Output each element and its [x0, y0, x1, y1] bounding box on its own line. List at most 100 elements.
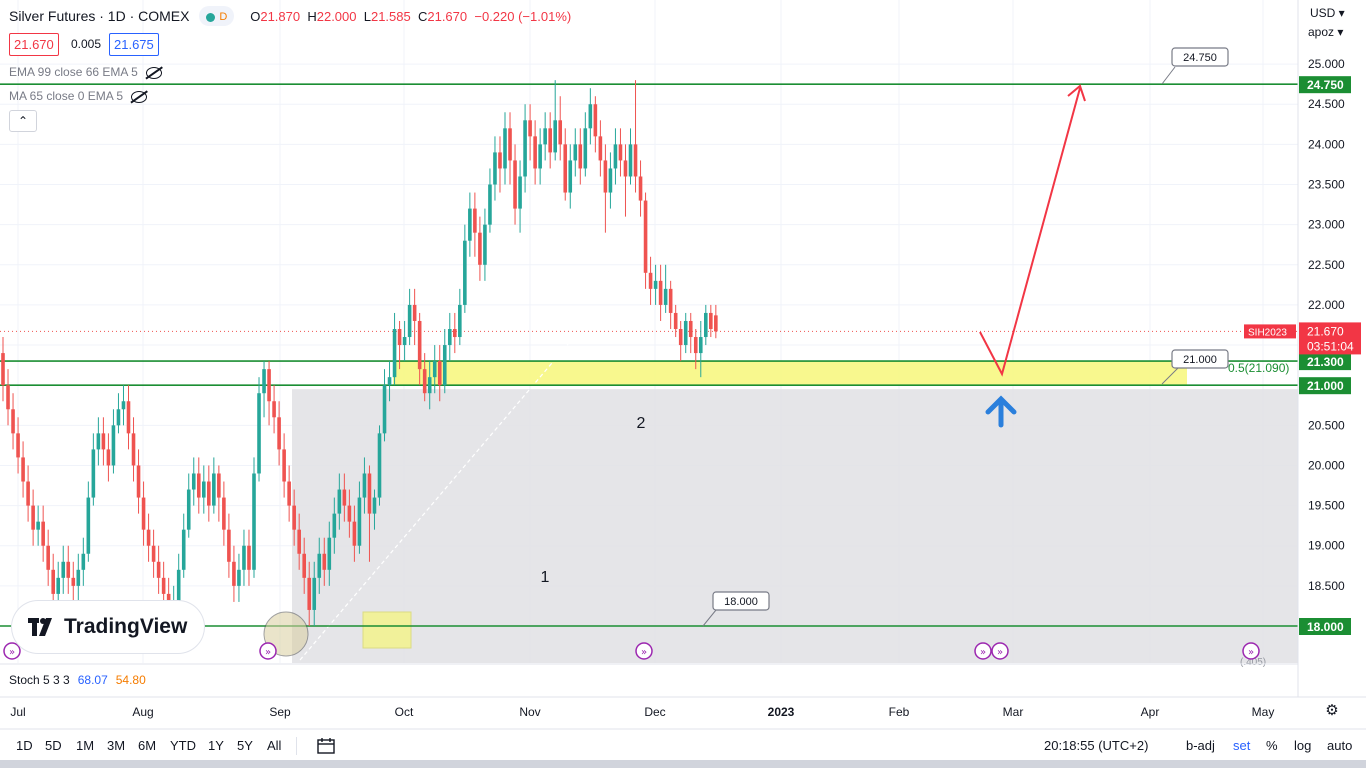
x-tick-label: Sep — [269, 705, 291, 719]
ma-indicator-legend[interactable]: MA 65 close 0 EMA 5 — [9, 89, 148, 103]
range-1m[interactable]: 1M — [76, 738, 95, 753]
candle-body — [573, 144, 578, 161]
candle-body — [151, 545, 156, 562]
y-tick-label: 19.000 — [1308, 539, 1345, 553]
range-5d[interactable]: 5D — [45, 738, 62, 753]
session-set-toggle[interactable]: set — [1233, 738, 1251, 753]
currency-selector[interactable]: USD ▾ — [1310, 6, 1345, 20]
candle-body — [623, 160, 628, 177]
unit-selector[interactable]: apoz ▾ — [1308, 25, 1344, 39]
candle-body — [327, 537, 332, 570]
clock-readout[interactable]: 20:18:55 (UTC+2) — [1044, 738, 1149, 753]
candle-body — [447, 329, 452, 346]
hidden-eye-icon[interactable] — [131, 90, 148, 103]
candle-body — [131, 433, 136, 466]
candle-body — [488, 184, 492, 225]
candle-body — [181, 529, 186, 570]
range-5y[interactable]: 5Y — [237, 738, 253, 753]
percent-scale-toggle[interactable]: % — [1266, 738, 1278, 753]
candle-body — [191, 473, 196, 490]
x-tick-label: Mar — [1003, 705, 1024, 719]
candle-body — [548, 128, 552, 153]
candle-body — [683, 320, 688, 346]
candle-body — [56, 577, 61, 594]
candle-body — [267, 369, 271, 402]
candle-body — [272, 401, 276, 418]
market-status-pill[interactable]: D — [199, 6, 235, 26]
candle-body — [518, 176, 522, 209]
callout-leader — [1161, 66, 1176, 85]
x-tick-label: Dec — [644, 705, 665, 719]
candle-body — [257, 393, 261, 474]
y-tick-label: 20.000 — [1308, 458, 1345, 472]
symbol-title[interactable]: Silver Futures · 1D · COMEX — [9, 8, 190, 24]
log-scale-toggle[interactable]: log — [1294, 738, 1312, 753]
level-price-tag — [1299, 618, 1351, 635]
candle-body — [397, 329, 402, 346]
candle-body — [412, 304, 417, 321]
candle-body — [252, 473, 256, 570]
candle-body — [468, 208, 472, 241]
spread-value: 0.005 — [71, 37, 102, 51]
chevron-up-icon: ⌃ — [17, 114, 29, 128]
candle-body — [247, 545, 251, 570]
candle-body — [136, 465, 141, 498]
candle-body — [453, 329, 457, 338]
event-icon — [1242, 642, 1260, 660]
level-price-tag-text: 21.300 — [1307, 355, 1344, 369]
candle-body — [593, 104, 598, 137]
candle-body — [242, 545, 246, 570]
current-price-text: 21.670 — [1307, 324, 1344, 338]
callout-24750-text: 24.750 — [1183, 52, 1217, 64]
candle-body — [458, 304, 462, 338]
x-tick-label: Jul — [10, 705, 25, 719]
ask-price[interactable]: 21.675 — [109, 33, 159, 56]
candle-body — [543, 128, 547, 145]
candle-body — [126, 401, 131, 434]
ema-indicator-legend[interactable]: EMA 99 close 66 EMA 5 — [9, 65, 162, 79]
candle-body — [533, 136, 537, 169]
y-tick-label: 25.000 — [1308, 57, 1345, 71]
candle-body — [1, 353, 5, 386]
stoch-legend[interactable]: Stoch 5 3 3 68.07 54.80 — [9, 673, 146, 687]
candle-body — [36, 521, 40, 530]
candle-body — [277, 417, 281, 450]
candle-body — [186, 489, 191, 530]
stoch-label: Stoch 5 3 3 — [9, 673, 70, 687]
candle-body — [76, 569, 81, 586]
callout-24750 — [1171, 47, 1229, 67]
candle-body — [71, 577, 76, 586]
event-icon — [635, 642, 653, 660]
candle-body — [91, 449, 96, 498]
y-tick-label: 24.000 — [1308, 137, 1345, 151]
callout-leader — [702, 609, 717, 627]
candle-body — [26, 481, 30, 506]
ohlc-values: O21.870 H22.000 L21.585 C21.670 −0.220 (… — [250, 9, 572, 24]
range-6m[interactable]: 6M — [138, 738, 157, 753]
range-1y[interactable]: 1Y — [208, 738, 224, 753]
candle-body — [693, 337, 698, 354]
candle-body — [588, 104, 593, 129]
candle-body — [407, 304, 412, 338]
candle-body — [161, 577, 166, 594]
range-3m[interactable]: 3M — [107, 738, 126, 753]
candle-body — [498, 152, 502, 169]
candle-body — [146, 529, 151, 546]
bid-price[interactable]: 21.670 — [9, 33, 59, 56]
support-zone — [393, 361, 1187, 386]
range-box — [292, 389, 1298, 663]
hidden-eye-icon[interactable] — [145, 66, 162, 79]
settings-gear-icon[interactable]: ⚙ — [1325, 702, 1339, 719]
candle-body — [302, 553, 306, 578]
collapse-legend-button[interactable]: ⌃ — [9, 110, 37, 132]
range-1d[interactable]: 1D — [16, 738, 33, 753]
tradingview-logo[interactable]: TradingView — [12, 601, 204, 653]
date-range-calendar-icon[interactable] — [317, 738, 335, 757]
range-ytd[interactable]: YTD — [170, 738, 196, 753]
candle-body — [382, 385, 387, 434]
b-adj-toggle[interactable]: b-adj — [1186, 738, 1215, 753]
range-all[interactable]: All — [267, 738, 282, 753]
candle-body — [16, 433, 20, 458]
auto-scale-toggle[interactable]: auto — [1327, 738, 1353, 753]
